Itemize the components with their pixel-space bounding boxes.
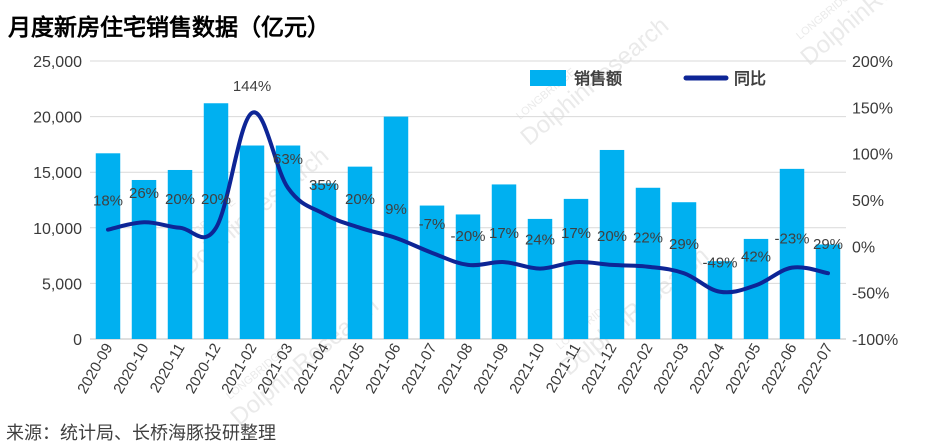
yoy-data-label: 17% <box>489 225 519 242</box>
y-right-tick-label: 200% <box>852 54 893 71</box>
yoy-data-label: 18% <box>93 193 123 210</box>
bar <box>239 145 265 339</box>
bar <box>563 198 589 339</box>
bar <box>95 153 121 339</box>
legend-swatch-bar <box>530 70 566 86</box>
bar <box>383 116 409 339</box>
yoy-data-label: 26% <box>129 185 159 202</box>
yoy-data-label: 29% <box>813 236 843 253</box>
bar <box>167 169 193 339</box>
yoy-data-label: 20% <box>165 191 195 208</box>
yoy-data-label: -49% <box>702 255 737 272</box>
bar <box>815 244 841 339</box>
yoy-data-label: 20% <box>201 191 231 208</box>
y-right-tick-label: 50% <box>852 193 884 210</box>
yoy-data-label: 35% <box>309 177 339 194</box>
yoy-data-label: 63% <box>273 151 303 168</box>
bar <box>527 218 553 339</box>
data-labels: 18% 26% 20% 20%144%63%35%20%9%-7%-20% 17% 24%… <box>93 78 843 272</box>
y-left-tick-label: 0 <box>73 332 82 349</box>
bar <box>635 187 661 339</box>
yoy-data-label: 144% <box>233 78 271 95</box>
y-axis-left: 0 5,000 10,000 15,000 20,000 25,000 <box>33 54 82 349</box>
y-right-tick-label: -50% <box>852 286 889 303</box>
yoy-data-label: 29% <box>669 236 699 253</box>
y-axis-right: -100% -50% 0% 50% 100% 150% 200% <box>852 54 898 349</box>
yoy-data-label: 20% <box>597 228 627 245</box>
x-tick-label: 2021-10 <box>506 341 548 397</box>
yoy-data-label: 17% <box>561 225 591 242</box>
x-tick-label: 2020-10 <box>110 341 152 397</box>
yoy-data-label: 22% <box>633 230 663 247</box>
bar <box>347 166 373 339</box>
bar <box>419 205 445 339</box>
bar <box>311 183 337 339</box>
chart-title: 月度新房住宅销售数据（亿元） <box>8 15 330 41</box>
bar <box>275 145 301 339</box>
legend-label-line: 同比 <box>734 69 766 88</box>
bar <box>779 168 805 339</box>
yoy-data-label: 42% <box>741 248 771 265</box>
yoy-data-label: 9% <box>385 201 407 218</box>
yoy-data-label: -20% <box>450 228 485 245</box>
yoy-data-label: 24% <box>525 232 555 249</box>
bar <box>599 149 625 339</box>
y-left-tick-label: 10,000 <box>33 221 82 238</box>
line-series <box>106 110 830 295</box>
x-tick-label: 2022-07 <box>794 341 836 397</box>
yoy-data-label: -7% <box>419 216 446 233</box>
yoy-data-label: 20% <box>345 191 375 208</box>
yoy-data-label: -23% <box>774 231 809 248</box>
y-left-tick-label: 25,000 <box>33 54 82 71</box>
bar <box>707 261 733 339</box>
y-right-tick-label: 150% <box>852 100 893 117</box>
bar <box>455 214 481 339</box>
y-left-tick-label: 20,000 <box>33 110 82 127</box>
source-note: 来源：统计局、长桥海豚投研整理 <box>6 423 276 444</box>
y-right-tick-label: 100% <box>852 147 893 164</box>
yoy-line <box>106 110 830 295</box>
y-left-tick-label: 5,000 <box>42 276 82 293</box>
legend: 销售额 同比 <box>530 69 766 88</box>
y-right-tick-label: -100% <box>852 332 898 349</box>
bar <box>203 103 229 339</box>
bar <box>131 179 157 339</box>
bar-series <box>95 103 841 339</box>
y-right-tick-label: 0% <box>852 239 875 256</box>
legend-label-bar: 销售额 <box>574 69 622 88</box>
x-axis: 2020-092020-102020-112020-122021-022021-… <box>74 341 836 397</box>
y-left-tick-label: 15,000 <box>33 165 82 182</box>
